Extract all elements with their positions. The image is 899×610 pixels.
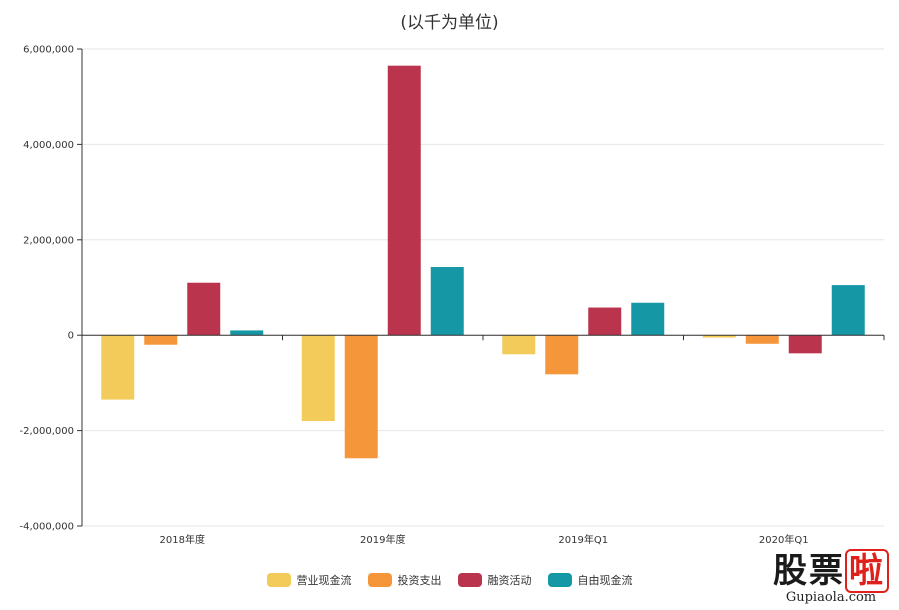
bar [144,335,178,345]
bar-chart: 6,000,000 4,000,000 2,000,000 0 -2,000,000 -4… [19,45,885,547]
legend-label: 营业现金流 [296,574,352,587]
bar [631,302,665,336]
axes [77,48,885,527]
bar [344,335,378,459]
bar [702,335,736,338]
watermark-logo: 股票啦 Gupiaola.com [771,549,891,606]
legend-label: 投资支出 [397,574,442,587]
bar [545,335,579,375]
tick-labels: 6,000,000 4,000,000 2,000,000 0 -2,000,000 -4… [19,45,808,547]
x-tick-label: 2019年度 [360,533,405,546]
legend-item[interactable]: 营业现金流 [266,572,352,588]
y-tick-label: -2,000,000 [19,426,74,437]
y-tick-label: -4,000,000 [19,522,74,533]
bar [588,307,622,336]
bar [831,285,865,336]
legend-item[interactable]: 自由现金流 [547,572,633,588]
x-tick-label: 2020年Q1 [759,533,809,546]
x-tick-label: 2019年Q1 [558,533,608,546]
bar [745,335,779,344]
bar [502,335,536,355]
bar [387,65,421,336]
y-tick-label: 4,000,000 [23,140,74,151]
legend-swatch [457,573,482,587]
bar [430,266,464,336]
legend-label: 自由现金流 [577,574,633,587]
bars [101,65,865,459]
y-tick-label: 2,000,000 [23,235,74,246]
watermark-url: Gupiaola.com [785,590,877,605]
legend-swatch [547,573,572,587]
legend-swatch [266,573,291,587]
watermark-text: 股票 [773,551,845,591]
chart-title: (以千为单位) [400,13,499,33]
watermark-accent: 啦 [845,549,889,593]
y-tick-label: 6,000,000 [23,45,74,56]
bar [788,335,822,354]
y-tick-label: 0 [68,331,74,342]
bar [187,282,221,336]
legend-item[interactable]: 投资支出 [367,572,442,588]
legend-swatch [367,573,392,587]
x-tick-label: 2018年度 [160,533,205,546]
legend-label: 融资活动 [487,574,532,587]
legend-item[interactable]: 融资活动 [457,572,532,588]
bar [301,335,335,422]
legend: 营业现金流 投资支出 融资活动 自由现金流 [0,572,899,588]
bar [101,335,135,400]
bar [230,330,264,336]
